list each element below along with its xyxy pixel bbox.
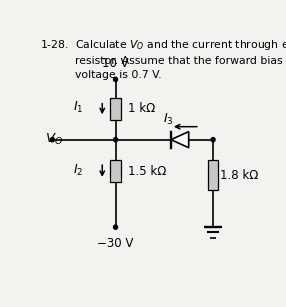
Text: $I_3$: $I_3$ (164, 111, 174, 127)
Circle shape (50, 138, 54, 142)
Circle shape (114, 138, 118, 142)
Text: −30 V: −30 V (97, 237, 134, 250)
Bar (208, 160, 219, 190)
Text: 1 kΩ: 1 kΩ (128, 102, 155, 115)
Text: $I_1$: $I_1$ (73, 100, 84, 115)
Circle shape (211, 138, 215, 142)
Text: 1.5 kΩ: 1.5 kΩ (128, 165, 166, 178)
Bar (110, 160, 121, 182)
Bar (110, 98, 121, 119)
Circle shape (114, 225, 118, 229)
Text: 1-28.  Calculate $V_O$ and the current through each
          resistor. Assume t: 1-28. Calculate $V_O$ and the current th… (40, 38, 286, 80)
Text: 1.8 kΩ: 1.8 kΩ (220, 169, 259, 182)
Text: $V_O$: $V_O$ (45, 132, 63, 147)
Text: $I_2$: $I_2$ (73, 163, 84, 178)
Circle shape (114, 77, 118, 82)
Polygon shape (171, 132, 189, 148)
Text: 10 V: 10 V (102, 57, 129, 70)
